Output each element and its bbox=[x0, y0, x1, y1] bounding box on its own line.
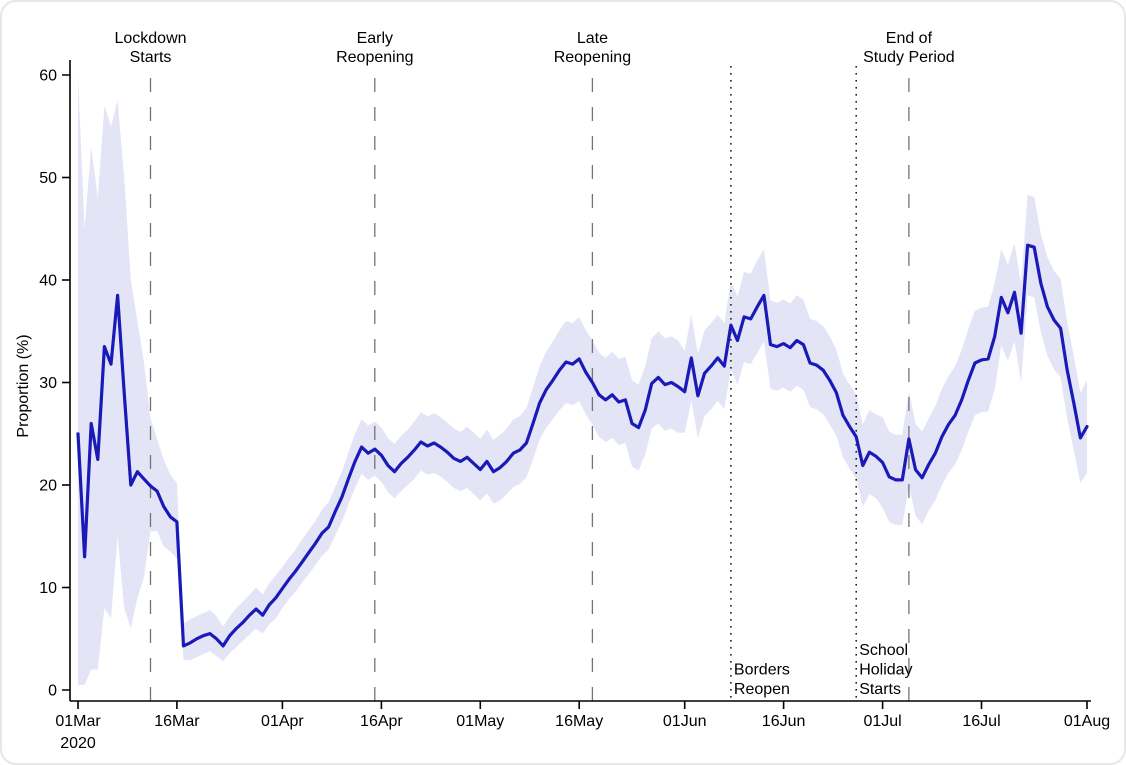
refline-label-early-reopening: Reopening bbox=[336, 49, 413, 66]
y-tick-label: 40 bbox=[39, 273, 57, 290]
refline-label-school-holiday-starts: School bbox=[859, 642, 908, 659]
x-tick-label: 01Aug bbox=[1064, 713, 1110, 730]
refline-label-end-of-study-period: End of bbox=[886, 30, 933, 47]
y-axis-title: Proportion (%) bbox=[15, 334, 32, 438]
refline-label-late-reopening: Reopening bbox=[554, 49, 631, 66]
x-tick-sublabel: 2020 bbox=[60, 735, 96, 752]
y-tick-label: 20 bbox=[39, 478, 57, 495]
refline-label-early-reopening: Early bbox=[357, 30, 393, 47]
x-tick-label: 01Mar bbox=[55, 713, 101, 730]
y-tick-label: 0 bbox=[48, 683, 57, 700]
x-tick-label: 01Jun bbox=[663, 713, 707, 730]
refline-label-lockdown-starts: Lockdown bbox=[114, 30, 186, 47]
refline-label-late-reopening: Late bbox=[577, 30, 608, 47]
refline-label-school-holiday-starts: Starts bbox=[859, 681, 901, 698]
y-tick-label: 50 bbox=[39, 170, 57, 187]
refline-label-school-holiday-starts: Holiday bbox=[859, 662, 912, 679]
proportion-line bbox=[76, 243, 1089, 648]
x-tick-label: 16Mar bbox=[154, 713, 200, 730]
refline-label-end-of-study-period: Study Period bbox=[863, 49, 955, 66]
refline-label-lockdown-starts: Starts bbox=[130, 49, 172, 66]
x-tick-label: 01Jul bbox=[863, 713, 901, 730]
refline-label-borders-reopen: Borders bbox=[734, 662, 790, 679]
confidence-interval-band bbox=[78, 75, 1087, 685]
y-tick-label: 10 bbox=[39, 580, 57, 597]
y-tick-label: 60 bbox=[39, 68, 57, 85]
x-tick-label: 16Jul bbox=[962, 713, 1000, 730]
x-tick-label: 16Jun bbox=[762, 713, 806, 730]
x-tick-label: 01Apr bbox=[261, 713, 304, 730]
x-tick-label: 16May bbox=[555, 713, 603, 730]
x-tick-label: 01May bbox=[456, 713, 504, 730]
refline-label-borders-reopen: Reopen bbox=[734, 681, 790, 698]
y-tick-label: 30 bbox=[39, 375, 57, 392]
x-tick-label: 16Apr bbox=[360, 713, 403, 730]
